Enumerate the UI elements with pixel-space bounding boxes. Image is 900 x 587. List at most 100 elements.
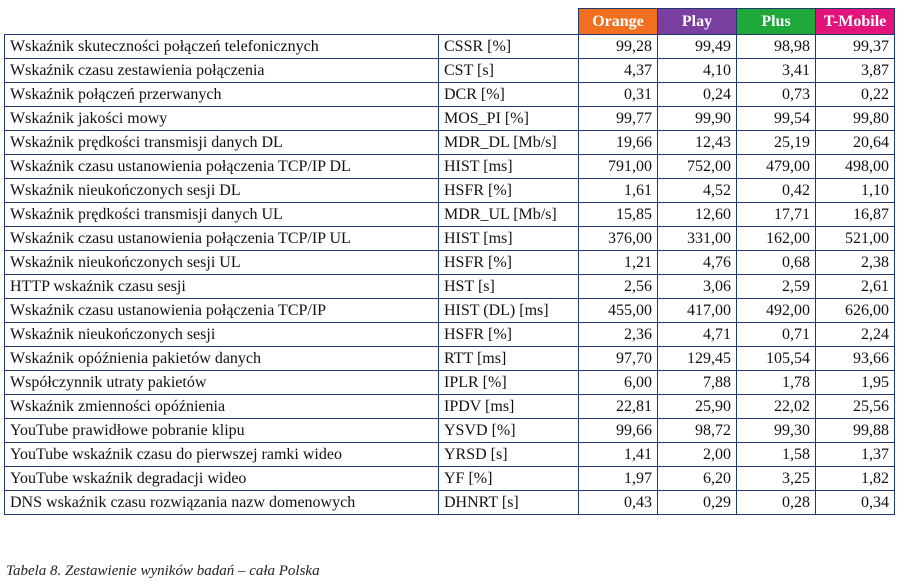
indicator-name: YouTube wskaźnik degradacji wideo [4,466,439,491]
indicator-name: Wskaźnik prędkości transmisji danych DL [4,130,439,155]
table-row: Wskaźnik jakości mowy MOS_PI [%] 99,77 99,9… [4,106,895,131]
indicator-name: Wskaźnik zmienności opóźnienia [4,394,439,419]
table-row: Wskaźnik czasu zestawienia połączenia CST… [4,58,895,83]
value-play: 331,00 [657,226,737,251]
value-orange: 15,85 [578,202,658,227]
header-spacer [5,9,439,35]
value-t-mobile: 1,95 [815,370,895,395]
value-plus: 25,19 [736,130,816,155]
value-t-mobile: 1,37 [815,442,895,467]
value-plus: 99,54 [736,106,816,131]
value-plus: 2,59 [736,274,816,299]
indicator-name: Wskaźnik czasu ustanowienia połączenia T… [4,226,439,251]
table-caption: Tabela 8. Zestawienie wyników badań – ca… [6,563,320,579]
value-orange: 99,77 [578,106,658,131]
value-t-mobile: 2,61 [815,274,895,299]
value-play: 25,90 [657,394,737,419]
indicator-symbol: DHNRT [s] [438,490,579,515]
value-t-mobile: 20,64 [815,130,895,155]
indicator-symbol: IPDV [ms] [438,394,579,419]
value-play: 98,72 [657,418,737,443]
value-t-mobile: 99,80 [815,106,895,131]
header-spacer [439,9,579,35]
value-plus: 492,00 [736,298,816,323]
value-t-mobile: 0,22 [815,82,895,107]
indicator-name: HTTP wskaźnik czasu sesji [4,274,439,299]
value-t-mobile: 626,00 [815,298,895,323]
indicator-name: YouTube wskaźnik czasu do pierwszej ramk… [4,442,439,467]
value-orange: 0,31 [578,82,658,107]
value-plus: 98,98 [736,34,816,59]
value-plus: 99,30 [736,418,816,443]
value-play: 4,76 [657,250,737,275]
value-orange: 455,00 [578,298,658,323]
indicator-name: Wskaźnik skuteczności połączeń telefonic… [4,34,439,59]
value-plus: 1,58 [736,442,816,467]
value-play: 6,20 [657,466,737,491]
value-play: 2,00 [657,442,737,467]
results-table: Orange Play Plus T-Mobile Wskaźnik skuteczn… [4,8,895,515]
value-plus: 3,41 [736,58,816,83]
value-t-mobile: 498,00 [815,154,895,179]
table-row: Wskaźnik połączeń przerwanych DCR [%] 0,31… [4,82,895,107]
indicator-symbol: HIST [ms] [438,226,579,251]
value-orange: 99,66 [578,418,658,443]
value-plus: 105,54 [736,346,816,371]
value-orange: 1,97 [578,466,658,491]
value-plus: 479,00 [736,154,816,179]
table-row: Współczynnik utraty pakietów IPLR [%] 6,00… [4,370,895,395]
operator-header-plus: Plus [736,8,816,35]
indicator-symbol: DCR [%] [438,82,579,107]
value-play: 4,10 [657,58,737,83]
indicator-symbol: YRSD [s] [438,442,579,467]
value-plus: 3,25 [736,466,816,491]
indicator-symbol: MDR_UL [Mb/s] [438,202,579,227]
indicator-symbol: CSSR [%] [438,34,579,59]
value-plus: 0,73 [736,82,816,107]
table-row: Wskaźnik nieukończonych sesji HSFR [%] 2,3… [4,322,895,347]
indicator-symbol: HST [s] [438,274,579,299]
value-orange: 19,66 [578,130,658,155]
value-plus: 1,78 [736,370,816,395]
value-orange: 2,56 [578,274,658,299]
table-row: Wskaźnik prędkości transmisji danych UL M… [4,202,895,227]
indicator-name: Wskaźnik opóźnienia pakietów danych [4,346,439,371]
operator-header-orange: Orange [578,8,658,35]
value-t-mobile: 25,56 [815,394,895,419]
operator-header-t-mobile: T-Mobile [815,8,895,35]
value-t-mobile: 99,88 [815,418,895,443]
value-plus: 17,71 [736,202,816,227]
indicator-symbol: YSVD [%] [438,418,579,443]
value-play: 99,90 [657,106,737,131]
table-row: Wskaźnik czasu ustanowienia połączenia T… [4,226,895,251]
indicator-symbol: CST [s] [438,58,579,83]
indicator-symbol: HSFR [%] [438,250,579,275]
value-t-mobile: 93,66 [815,346,895,371]
indicator-symbol: MOS_PI [%] [438,106,579,131]
value-plus: 0,42 [736,178,816,203]
indicator-name: Wskaźnik nieukończonych sesji [4,322,439,347]
value-plus: 0,68 [736,250,816,275]
table-row: YouTube wskaźnik degradacji wideo YF [%] 1… [4,466,895,491]
value-play: 417,00 [657,298,737,323]
value-play: 7,88 [657,370,737,395]
indicator-name: Wskaźnik czasu ustanowienia połączenia T… [4,298,439,323]
indicator-name: YouTube prawidłowe pobranie klipu [4,418,439,443]
indicator-name: Wskaźnik czasu ustanowienia połączenia T… [4,154,439,179]
value-orange: 2,36 [578,322,658,347]
operator-header-row: Orange Play Plus T-Mobile [5,8,895,35]
value-t-mobile: 99,37 [815,34,895,59]
indicator-symbol: MDR_DL [Mb/s] [438,130,579,155]
operator-header-play: Play [657,8,737,35]
value-play: 12,60 [657,202,737,227]
value-orange: 1,41 [578,442,658,467]
value-play: 3,06 [657,274,737,299]
table-row: Wskaźnik czasu ustanowienia połączenia T… [4,154,895,179]
indicator-name: DNS wskaźnik czasu rozwiązania nazw dome… [4,490,439,515]
table-row: Wskaźnik skuteczności połączeń telefonic… [4,34,895,59]
value-orange: 0,43 [578,490,658,515]
table-row: Wskaźnik nieukończonych sesji UL HSFR [%]… [4,250,895,275]
value-plus: 22,02 [736,394,816,419]
value-plus: 0,28 [736,490,816,515]
indicator-symbol: HIST (DL) [ms] [438,298,579,323]
